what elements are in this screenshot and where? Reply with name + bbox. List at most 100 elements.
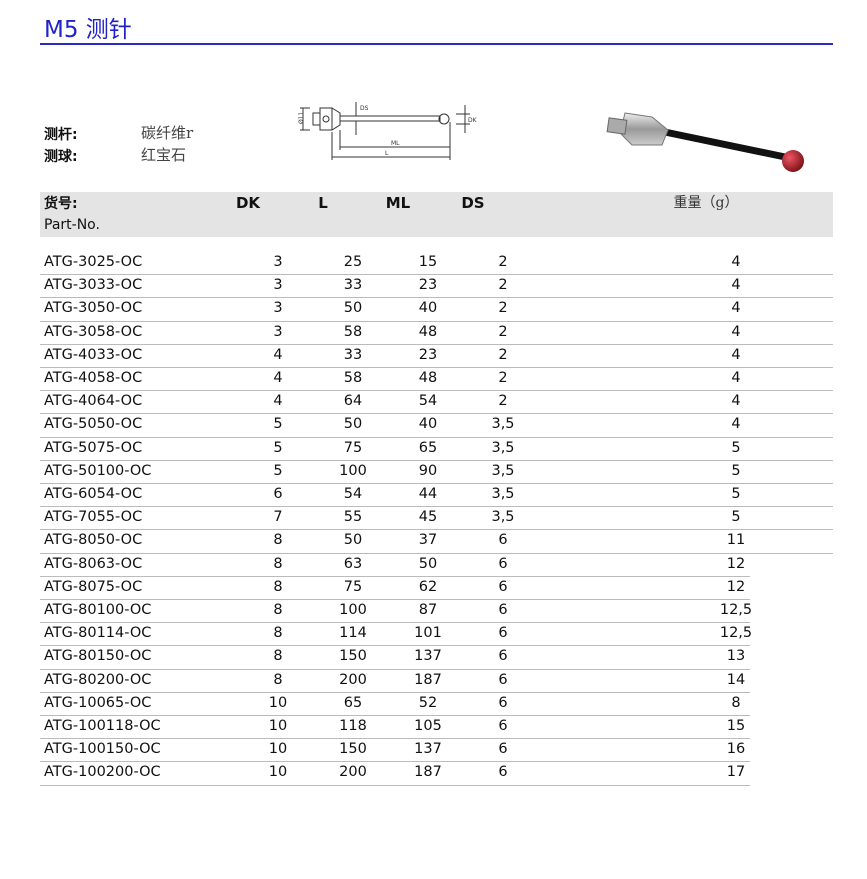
cell-dk: 10 <box>268 718 288 734</box>
table-row: ATG-80150-OC 8 150 137 6 13 <box>40 646 833 670</box>
table-row: ATG-5050-OC 5 50 40 3,5 4 <box>40 414 833 438</box>
part-number: ATG-10065-OC <box>44 694 152 711</box>
stylus-product-photo <box>606 112 804 172</box>
cell-weight: 14 <box>726 671 746 688</box>
dim-label-dk: DK <box>468 117 478 124</box>
row-divider <box>40 366 833 368</box>
cell-l: 50 <box>343 532 363 549</box>
table-row: ATG-5075-OC 5 75 65 3,5 5 <box>40 438 833 461</box>
row-divider <box>40 761 750 763</box>
cell-ds: 3,5 <box>491 462 515 479</box>
row-divider <box>40 529 833 531</box>
table-row: ATG-7055-OC 7 55 45 3,5 5 <box>40 507 833 531</box>
row-divider <box>40 691 750 693</box>
cell-weight: 4 <box>731 323 741 340</box>
part-number: ATG-80114-OC <box>44 625 152 642</box>
cell-ds: 6 <box>498 555 508 572</box>
row-divider <box>40 482 833 484</box>
part-number: ATG-3050-OC <box>44 300 143 317</box>
row-divider <box>40 645 750 647</box>
cell-weight: 4 <box>731 254 741 270</box>
part-number: ATG-6054-OC <box>44 486 143 502</box>
header-part-en: Part-No. <box>44 217 100 233</box>
row-divider <box>40 738 750 740</box>
cell-ml: 15 <box>418 254 438 270</box>
cell-ml: 40 <box>418 300 438 317</box>
cell-ml: 101 <box>414 625 442 642</box>
row-divider <box>40 575 750 577</box>
cell-l: 33 <box>343 277 363 294</box>
cell-weight: 12 <box>726 578 746 595</box>
cell-ds: 3,5 <box>491 416 515 433</box>
table-row: ATG-8050-OC 8 50 37 6 11 <box>40 530 833 554</box>
cell-weight: 17 <box>726 764 746 781</box>
stylus-dimension-drawing: Ø11 DS DK ML L <box>298 102 478 160</box>
cell-weight: 11 <box>726 532 746 549</box>
cell-l: 200 <box>339 764 367 781</box>
table-row: ATG-80100-OC 8 100 87 6 12,5 <box>40 600 833 624</box>
cell-ds: 2 <box>498 370 508 386</box>
row-divider <box>40 598 750 600</box>
cell-ml: 40 <box>418 416 438 433</box>
cell-dk: 5 <box>273 416 283 433</box>
stylus-label: 测杆: <box>44 127 78 143</box>
cell-ds: 6 <box>498 741 508 758</box>
header-ml: ML <box>385 194 411 212</box>
row-divider <box>40 436 833 438</box>
cell-ds: 6 <box>498 671 508 688</box>
cell-dk: 8 <box>273 648 283 665</box>
cell-ds: 6 <box>498 578 508 595</box>
cell-dk: 10 <box>268 764 288 781</box>
part-number: ATG-3033-OC <box>44 277 143 294</box>
part-number: ATG-7055-OC <box>44 509 143 526</box>
cell-l: 75 <box>343 578 363 595</box>
cell-dk: 10 <box>268 741 288 758</box>
part-number: ATG-3058-OC <box>44 323 143 340</box>
table-row: ATG-10065-OC 10 65 52 6 8 <box>40 693 833 716</box>
table-row: ATG-8075-OC 8 75 62 6 12 <box>40 577 833 600</box>
cell-ml: 62 <box>418 578 438 595</box>
cell-l: 63 <box>343 555 363 572</box>
table-row: ATG-4033-OC 4 33 23 2 4 <box>40 345 833 368</box>
cell-dk: 7 <box>273 509 283 526</box>
cell-ml: 187 <box>414 764 442 781</box>
cell-l: 65 <box>343 694 363 711</box>
dim-label-ml: ML <box>391 140 400 147</box>
cell-ml: 44 <box>418 486 438 502</box>
cell-weight: 16 <box>726 741 746 758</box>
cell-l: 100 <box>339 602 367 618</box>
part-number: ATG-4058-OC <box>44 370 143 386</box>
cell-l: 55 <box>343 509 363 526</box>
table-row: ATG-6054-OC 6 54 44 3,5 5 <box>40 484 833 508</box>
cell-ds: 3,5 <box>491 486 515 502</box>
cell-ml: 45 <box>418 509 438 526</box>
cell-l: 150 <box>339 741 367 758</box>
part-number: ATG-8050-OC <box>44 532 143 549</box>
cell-l: 64 <box>343 393 363 410</box>
cell-ml: 48 <box>418 323 438 340</box>
cell-ml: 137 <box>414 741 442 758</box>
part-number: ATG-50100-OC <box>44 462 152 479</box>
cell-l: 200 <box>339 671 367 688</box>
table-header-band <box>40 192 833 237</box>
stylus-value: 碳纤维r <box>141 124 194 142</box>
cell-dk: 8 <box>273 671 283 688</box>
part-number: ATG-8075-OC <box>44 578 143 595</box>
cell-ds: 6 <box>498 532 508 549</box>
row-divider <box>40 274 833 276</box>
row-divider <box>40 714 750 716</box>
cell-weight: 15 <box>726 718 746 734</box>
cell-l: 25 <box>343 254 363 270</box>
cell-dk: 3 <box>273 254 283 270</box>
header-part-cn: 货号: <box>44 196 78 212</box>
cell-ml: 52 <box>418 694 438 711</box>
cell-dk: 3 <box>273 323 283 340</box>
cell-ds: 2 <box>498 300 508 317</box>
table-row: ATG-3025-OC 3 25 15 2 4 <box>40 252 833 276</box>
cell-ds: 3,5 <box>491 439 515 456</box>
row-divider <box>40 320 833 322</box>
part-number: ATG-5075-OC <box>44 439 143 456</box>
table-row: ATG-4058-OC 4 58 48 2 4 <box>40 368 833 392</box>
row-divider <box>40 506 833 508</box>
cell-weight: 12 <box>726 555 746 572</box>
